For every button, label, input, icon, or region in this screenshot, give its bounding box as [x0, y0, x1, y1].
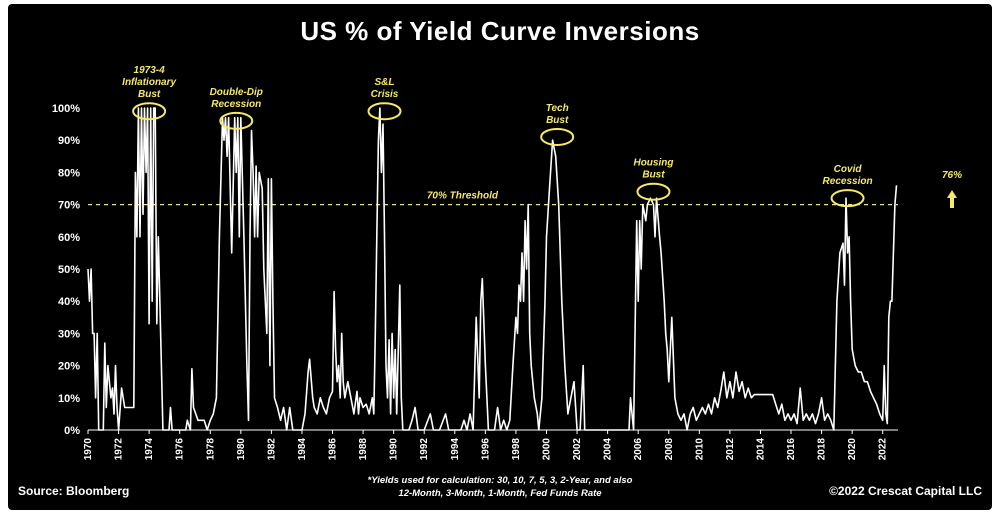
annotation-circle	[132, 102, 167, 121]
y-tick-label: 70%	[58, 200, 80, 212]
x-tick-label: 1980	[236, 438, 247, 461]
annotation-circle	[219, 111, 254, 130]
y-tick-label: 0%	[64, 425, 80, 437]
x-tick-label: 1984	[297, 438, 308, 461]
x-tick-label: 2016	[786, 438, 797, 461]
x-tick-label: 1978	[205, 438, 216, 461]
x-tick-label: 2000	[541, 438, 552, 461]
x-tick-label: 1986	[328, 438, 339, 461]
source-label: Source: Bloomberg	[18, 484, 130, 498]
x-tick-label: 1998	[511, 438, 522, 461]
y-tick-label: 40%	[58, 296, 80, 308]
x-tick-label: 1992	[419, 438, 430, 461]
annotation-circle	[540, 127, 575, 146]
annotation-label: Covid	[834, 164, 863, 175]
x-tick-label: 2018	[817, 438, 828, 461]
annotation-label: S&L	[374, 77, 394, 88]
threshold-line: 70% Threshold	[88, 191, 898, 206]
line-chart: 0%10%20%30%40%50%60%70%80%90%100% 1970 19…	[52, 65, 962, 461]
footnote-line-2: 12-Month, 3-Month, 1-Month, Fed Funds Ra…	[398, 488, 602, 499]
x-tick-label: 1990	[389, 438, 400, 461]
x-tick-label: 1988	[358, 438, 369, 461]
y-tick-label: 50%	[58, 264, 80, 276]
annotation-label: Recession	[211, 99, 261, 110]
y-tick-label: 60%	[58, 232, 80, 244]
annotation-label: Bust	[546, 115, 569, 126]
y-tick-label: 30%	[58, 328, 80, 340]
x-tick-label: 2002	[572, 438, 583, 461]
annotation-label: 1973-4	[134, 65, 166, 76]
x-tick-label: 1974	[144, 438, 155, 461]
annotation-circle	[830, 189, 865, 208]
annotation-circle	[367, 102, 402, 121]
annotation-label: Bust	[138, 89, 161, 100]
chart-frame: US % of Yield Curve Inversions 0% 10% 20% 3…	[8, 4, 992, 510]
x-tick-label: 1994	[450, 438, 461, 461]
footnote-line-1: *Yields used for calculation: 30, 10, 7,…	[367, 475, 633, 486]
x-tick-label: 2008	[664, 438, 675, 461]
y-tick-label: 80%	[58, 167, 80, 179]
x-tick-label: 1982	[266, 438, 277, 461]
annotation-label: Bust	[642, 170, 665, 181]
x-tick-label: 2012	[725, 438, 736, 461]
x-tick-label: 2010	[694, 438, 705, 461]
annotation-label: Tech	[546, 103, 569, 114]
annotation-circle	[636, 182, 671, 201]
series-group	[87, 107, 898, 431]
x-tick-label: 1970	[83, 438, 94, 461]
y-tick-label: 90%	[58, 135, 80, 147]
threshold-label: 70% Threshold	[427, 191, 499, 202]
x-tick-label: 1972	[114, 438, 125, 461]
x-tick-label: 1976	[175, 438, 186, 461]
y-tick-label: 100%	[52, 103, 80, 115]
footnote: *Yields used for calculation: 30, 10, 7,…	[208, 474, 792, 500]
series-line	[87, 107, 898, 431]
y-tick-label: 10%	[58, 393, 80, 405]
x-axis: 1970 1972 1974 1976 1978 1980 1982 1984 1986 1988…	[83, 429, 898, 461]
x-tick-label: 2004	[603, 438, 614, 461]
x-tick-label: 2022	[878, 438, 889, 461]
annotation-label: Double-Dip	[210, 87, 263, 98]
annotation-label: Housing	[633, 158, 673, 169]
x-tick-label: 2020	[847, 438, 858, 461]
x-tick-label: 2014	[755, 438, 766, 461]
x-tick-label: 1996	[480, 438, 491, 461]
annotation-label: Crisis	[371, 89, 399, 100]
up-arrow-icon	[947, 190, 957, 208]
y-tick-label: 20%	[58, 361, 80, 373]
annotation-label: Recession	[823, 176, 873, 187]
copyright-label: ©2022 Crescat Capital LLC	[829, 484, 982, 498]
latest-value-label: 76%	[942, 170, 962, 181]
latest-value-marker: 76%	[942, 170, 962, 208]
annotation-label: Inflationary	[122, 77, 176, 88]
y-axis: 0% 10% 20% 30% 40% 50% 60% 70% 80% 90% 100%	[52, 103, 80, 437]
x-tick-label: 2006	[633, 438, 644, 461]
chart-title: US % of Yield Curve Inversions	[300, 16, 700, 46]
